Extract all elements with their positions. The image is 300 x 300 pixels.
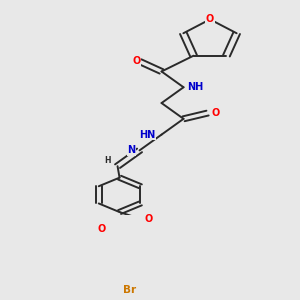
Text: NH: NH [188,82,204,92]
Text: O: O [206,14,214,24]
Text: H: H [104,156,111,165]
Text: O: O [132,56,141,66]
Text: HN: HN [139,130,155,140]
Text: N: N [128,146,136,155]
Text: O: O [212,108,220,118]
Text: O: O [98,224,106,234]
Text: Br: Br [123,284,136,295]
Text: O: O [145,214,153,224]
